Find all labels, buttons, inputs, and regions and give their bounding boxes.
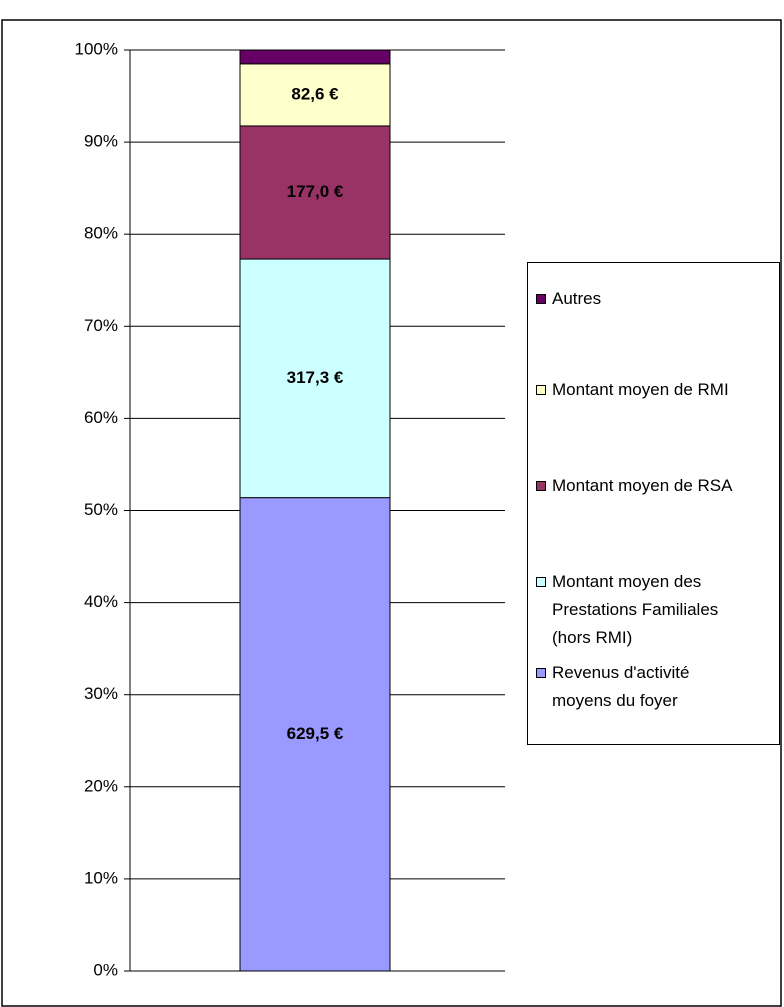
legend-swatch [536, 481, 546, 491]
legend-label: Montant moyen de RSA [552, 476, 733, 495]
bar-segment [239, 49, 391, 65]
legend-swatch [536, 577, 546, 587]
legend-label: Montant moyen des Prestations Familiales… [552, 572, 719, 647]
legend-label: Montant moyen de RMI [552, 380, 729, 399]
legend: Autres Montant moyen de RMI Montant moyen … [527, 262, 780, 745]
value-label: 177,0 € [287, 182, 344, 201]
legend-item: Montant moyen de RMI [536, 376, 784, 404]
y-tick-label: 50% [84, 500, 118, 519]
y-tick-label: 80% [84, 224, 118, 243]
legend-item: Montant moyen des Prestations Familiales… [536, 568, 752, 652]
y-tick-label: 30% [84, 684, 118, 703]
legend-label: Revenus d'activité moyens du foyer [552, 663, 690, 710]
y-tick-label: 90% [84, 132, 118, 151]
legend-swatch [536, 668, 546, 678]
legend-swatch [536, 294, 546, 304]
legend-label: Autres [552, 289, 602, 308]
y-tick-label: 20% [84, 776, 118, 795]
legend-item: Autres [536, 285, 784, 313]
bar-segment [239, 258, 391, 499]
value-label: 629,5 € [287, 724, 344, 743]
y-tick-label: 60% [84, 408, 118, 427]
y-tick-label: 0% [93, 960, 118, 979]
bar-segment [239, 497, 391, 972]
y-tick-label: 70% [84, 316, 118, 335]
legend-item: Montant moyen de RSA [536, 472, 784, 500]
bar-segment [239, 63, 391, 127]
value-label: 317,3 € [287, 368, 344, 387]
legend-swatch [536, 385, 546, 395]
y-tick-label: 40% [84, 592, 118, 611]
bar-segment [239, 125, 391, 260]
y-tick-label: 10% [84, 868, 118, 887]
legend-item: Revenus d'activité moyens du foyer [536, 659, 732, 715]
y-tick-label: 100% [75, 39, 118, 58]
value-label: 82,6 € [291, 84, 339, 103]
